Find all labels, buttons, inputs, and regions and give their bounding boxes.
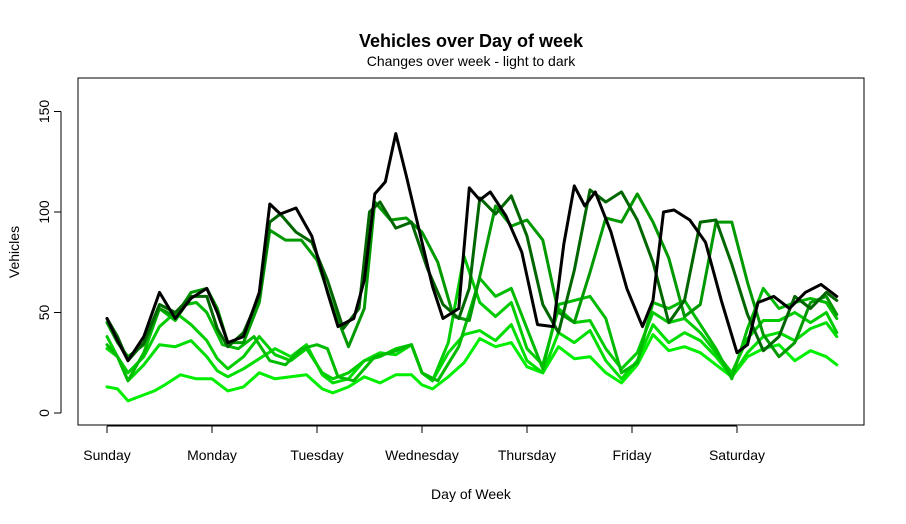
x-tick-label: Saturday: [709, 447, 765, 463]
x-axis: Sunday Monday Tuesday Wednesday Thursday Frid…: [83, 425, 765, 463]
y-axis-label: Vehicles: [6, 226, 22, 278]
x-tick-label: Wednesday: [385, 447, 459, 463]
series-line-2: [105, 321, 839, 385]
chart-subtitle: Changes over week - light to dark: [367, 53, 577, 69]
y-tick-label: 150: [36, 100, 52, 124]
x-tick-label: Sunday: [83, 447, 130, 463]
series-line-3: [105, 254, 839, 383]
series-line-6: [105, 188, 839, 363]
x-tick-label: Friday: [613, 447, 652, 463]
x-tick-label: Monday: [187, 447, 237, 463]
x-axis-label: Day of Week: [431, 486, 512, 502]
plot-area: [77, 77, 865, 426]
series-lines: [105, 132, 839, 403]
series-line-4: [105, 276, 839, 383]
y-tick-label: 50: [36, 305, 52, 321]
y-tick-label: 0: [36, 409, 52, 417]
chart-title: Vehicles over Day of week: [359, 31, 584, 51]
x-tick-label: Thursday: [498, 447, 556, 463]
series-line-7: [105, 132, 839, 363]
y-tick-label: 100: [36, 200, 52, 224]
x-tick-label: Tuesday: [290, 447, 343, 463]
series-line-1: [105, 333, 839, 403]
y-axis: 0 50 100 150: [36, 100, 62, 417]
